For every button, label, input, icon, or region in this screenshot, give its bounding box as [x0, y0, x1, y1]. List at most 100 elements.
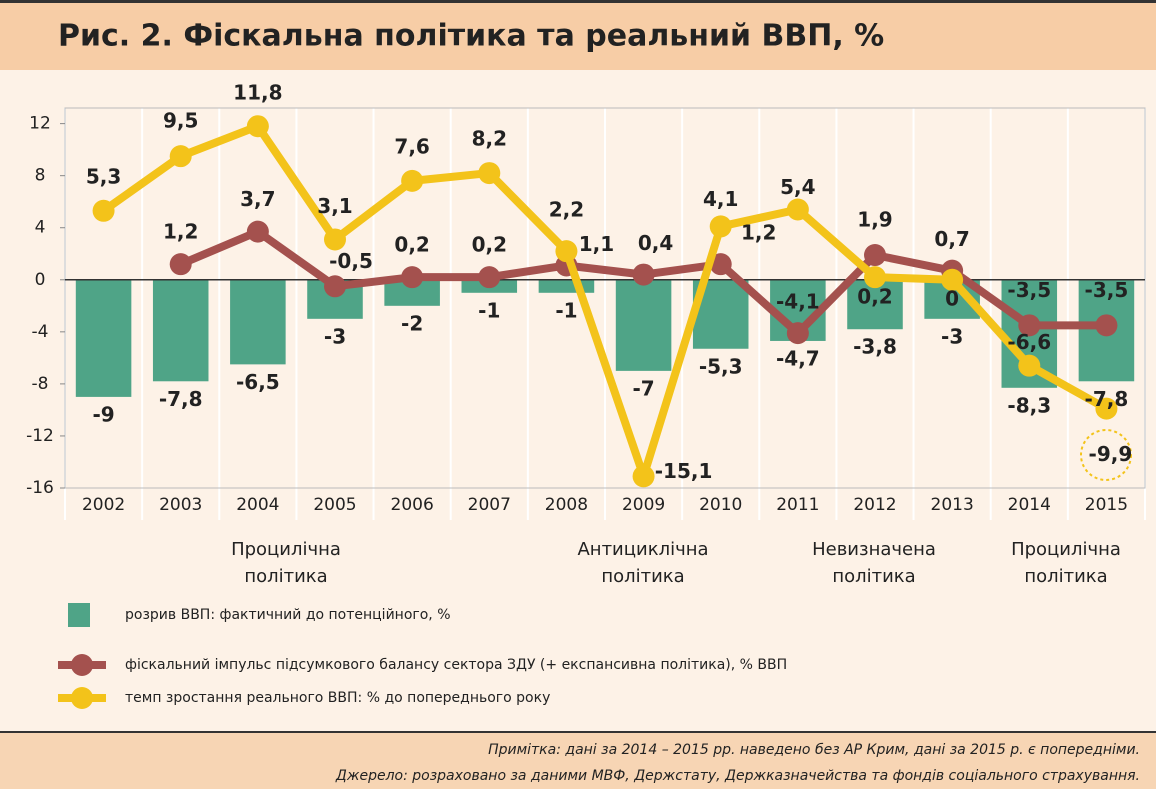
x-tick-label: 2012: [853, 495, 896, 515]
bar-label: -7,8: [159, 387, 203, 411]
chart-title: Рис. 2. Фіскальна політика та реальний В…: [58, 19, 884, 54]
header-band: [0, 0, 1156, 70]
series-marker: [401, 169, 424, 192]
footer-rule: [0, 731, 1156, 733]
lines: [92, 115, 1118, 488]
series-marker: [324, 275, 346, 298]
legend-swatch: [68, 603, 90, 627]
bar: [230, 279, 286, 365]
series-marker: [246, 115, 269, 138]
series-marker: [1018, 314, 1041, 337]
bar-label: -2: [401, 311, 423, 335]
series-marker: [632, 263, 655, 286]
y-tick-label: -8: [32, 374, 49, 394]
x-tick-label: 2009: [622, 495, 665, 515]
bar: [538, 279, 595, 293]
point-label: 4,1: [703, 187, 738, 211]
series-marker: [1018, 354, 1041, 377]
bar-label: -9: [92, 402, 114, 426]
annotation: Процилічна: [231, 539, 341, 560]
y-tick-label: 4: [35, 218, 46, 238]
bar-label: -6,5: [236, 370, 280, 394]
annotation: політика: [601, 566, 684, 587]
point-label: -4,1: [776, 290, 820, 314]
legend-label: темп зростання реального ВВП: % до попер…: [125, 690, 550, 706]
y-tick-label: 0: [35, 270, 46, 290]
series-marker: [941, 268, 964, 291]
x-tick-label: 2008: [545, 495, 588, 515]
series-marker: [786, 322, 809, 345]
bar-label: -8,3: [1007, 393, 1051, 417]
bar-label: -7: [632, 376, 654, 400]
legend-label: фіскальний імпульс підсумкового балансу …: [125, 657, 787, 673]
annotation: Процилічна: [1011, 539, 1121, 560]
bar-label: -3: [941, 324, 963, 348]
bar-label: -1: [478, 298, 500, 322]
point-label: 3,7: [240, 187, 275, 211]
y-tick-label: 8: [35, 166, 46, 186]
annotation: політика: [832, 566, 915, 587]
point-label: -3,5: [1085, 278, 1129, 302]
bar-label: -7,8: [1085, 387, 1129, 411]
point-label: 3,1: [317, 194, 352, 218]
bar-label: -4,7: [776, 346, 820, 370]
bar-label: -3,8: [853, 335, 897, 359]
footer-band: [0, 733, 1156, 789]
annotation: Антициклічна: [577, 539, 708, 560]
point-label: 2,2: [549, 198, 584, 222]
point-label: 9,5: [163, 109, 198, 133]
series-line: [101, 122, 1109, 481]
annotation: політика: [1024, 566, 1107, 587]
plot-frame: [64, 107, 1146, 489]
series-marker: [92, 199, 115, 222]
series-marker: [169, 253, 192, 276]
point-label: 1,1: [579, 232, 614, 256]
series-marker: [709, 215, 732, 238]
series-marker: [1095, 314, 1118, 337]
legend-label: розрив ВВП: фактичний до потенційного, %: [125, 607, 451, 623]
bar-label: -3: [324, 324, 346, 348]
series-marker: [1095, 397, 1118, 420]
point-label: 8,2: [472, 127, 507, 151]
series-marker: [864, 266, 886, 289]
annotation: політика: [244, 566, 327, 587]
point-label: -0,5: [329, 249, 373, 273]
point-label: -6,6: [1007, 330, 1051, 354]
note: Примітка: дані за 2014 – 2015 рр. наведе…: [488, 742, 1140, 758]
y-tick-label: 12: [29, 114, 51, 134]
point-label: 11,8: [233, 81, 282, 105]
point-label: 0: [945, 286, 959, 310]
x-tick-label: 2005: [313, 495, 356, 515]
point-label: -9,9: [1089, 442, 1133, 466]
point-label: 0,2: [857, 285, 892, 309]
bar: [152, 279, 209, 382]
bar: [615, 279, 672, 371]
point-label: 5,3: [86, 164, 121, 188]
point-label: 1,2: [741, 221, 776, 245]
x-tick-label: 2014: [1008, 495, 1051, 515]
x-tick-label: 2003: [159, 495, 202, 515]
x-tick-label: 2015: [1085, 495, 1128, 515]
point-label: 0,7: [934, 227, 969, 251]
point-label: 1,9: [857, 208, 892, 232]
series-marker: [555, 240, 578, 263]
point-label: 0,2: [472, 233, 507, 257]
series-marker: [169, 145, 192, 168]
point-label: 1,2: [163, 220, 198, 244]
bar: [75, 279, 132, 397]
x-tick-label: 2011: [776, 495, 819, 515]
y-tick-label: -4: [32, 322, 49, 342]
series-marker: [401, 266, 424, 289]
series-marker: [786, 198, 809, 221]
series-marker: [478, 162, 501, 185]
legend-swatch: [71, 654, 93, 676]
x-tick-label: 2010: [699, 495, 742, 515]
bar-label: -5,3: [699, 354, 743, 378]
point-label: 0,2: [394, 233, 429, 257]
x-tick-label: 2002: [82, 495, 125, 515]
series-marker: [324, 228, 346, 251]
series-marker: [709, 253, 732, 276]
bar-label: -1: [555, 298, 577, 322]
